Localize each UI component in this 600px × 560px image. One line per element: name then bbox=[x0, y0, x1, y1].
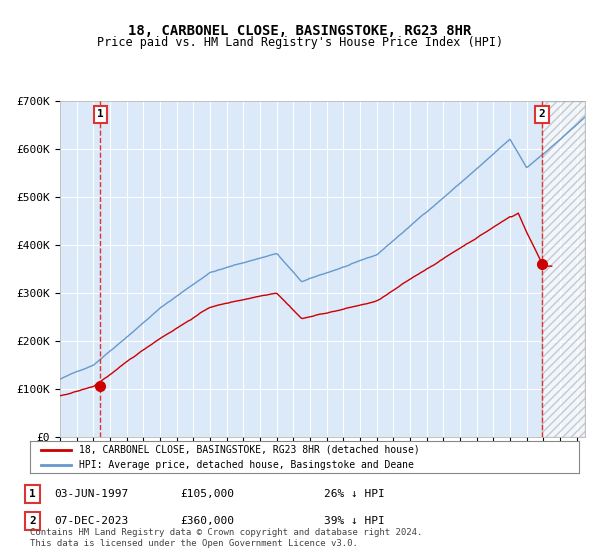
Text: Price paid vs. HM Land Registry's House Price Index (HPI): Price paid vs. HM Land Registry's House … bbox=[97, 36, 503, 49]
Text: £105,000: £105,000 bbox=[180, 489, 234, 499]
Text: 18, CARBONEL CLOSE, BASINGSTOKE, RG23 8HR (detached house): 18, CARBONEL CLOSE, BASINGSTOKE, RG23 8H… bbox=[79, 445, 420, 455]
Text: £360,000: £360,000 bbox=[180, 516, 234, 526]
Text: 03-JUN-1997: 03-JUN-1997 bbox=[54, 489, 128, 499]
Text: HPI: Average price, detached house, Basingstoke and Deane: HPI: Average price, detached house, Basi… bbox=[79, 460, 414, 470]
Text: 1: 1 bbox=[97, 109, 104, 119]
Bar bbox=[542, 101, 585, 437]
Text: 26% ↓ HPI: 26% ↓ HPI bbox=[324, 489, 385, 499]
Text: 1: 1 bbox=[29, 489, 36, 499]
Text: 07-DEC-2023: 07-DEC-2023 bbox=[54, 516, 128, 526]
Text: 39% ↓ HPI: 39% ↓ HPI bbox=[324, 516, 385, 526]
Text: 18, CARBONEL CLOSE, BASINGSTOKE, RG23 8HR: 18, CARBONEL CLOSE, BASINGSTOKE, RG23 8H… bbox=[128, 24, 472, 38]
Text: 2: 2 bbox=[539, 109, 545, 119]
Text: 2: 2 bbox=[29, 516, 36, 526]
Text: Contains HM Land Registry data © Crown copyright and database right 2024.
This d: Contains HM Land Registry data © Crown c… bbox=[30, 528, 422, 548]
